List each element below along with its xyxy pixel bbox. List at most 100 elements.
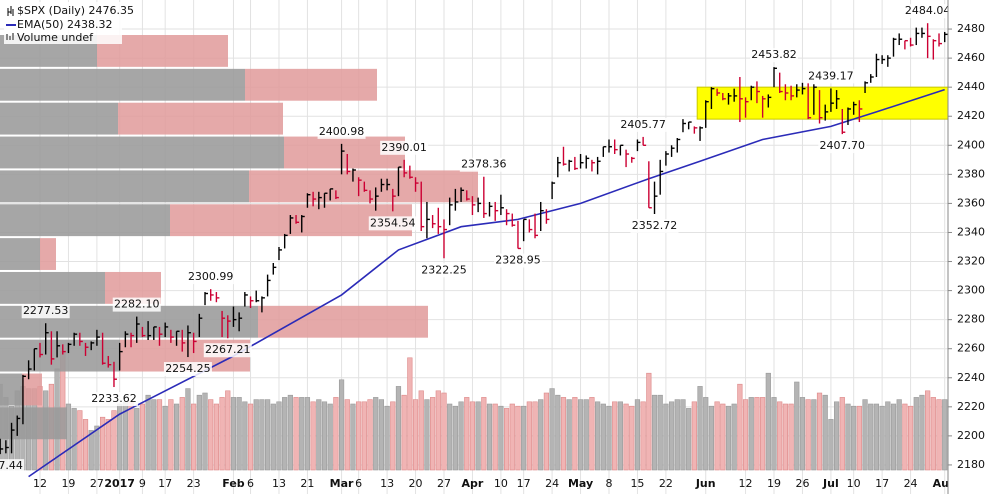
- volume-bar: [350, 403, 356, 471]
- volume-bar: [919, 394, 925, 471]
- volume-bar: [816, 392, 823, 471]
- volume-bar: [236, 397, 242, 471]
- x-tick-label: May: [568, 477, 593, 490]
- volume-bar: [691, 401, 697, 471]
- volume-bar: [595, 401, 601, 471]
- volume-bar: [384, 405, 390, 471]
- volume-bar: [737, 383, 743, 471]
- volume-bar: [168, 399, 174, 471]
- volume-bar: [230, 397, 237, 471]
- volume-bar: [890, 403, 897, 471]
- x-tick-label: 15: [630, 477, 644, 490]
- y-tick-label: 2320: [957, 255, 985, 268]
- volume-bar: [572, 397, 578, 471]
- volume-bar: [526, 401, 532, 471]
- volume-bar: [680, 399, 686, 471]
- volume-bar: [788, 403, 794, 471]
- y-tick-label: 2460: [957, 51, 985, 64]
- volume-bar: [401, 394, 407, 471]
- y-tick-label: 2300: [957, 284, 985, 297]
- volume-bar: [600, 403, 606, 471]
- volume-bar: [794, 381, 800, 471]
- y-tick-label: 2240: [957, 371, 985, 384]
- vbp-down: [118, 102, 283, 135]
- y-tick-label: 2280: [957, 313, 985, 326]
- volume-bar: [936, 399, 942, 471]
- vbp-up: [0, 102, 118, 135]
- x-tick-label: 22: [659, 477, 673, 490]
- volume-bar: [293, 397, 299, 471]
- volume-bar: [162, 405, 168, 471]
- legend-volume-icon: [6, 33, 14, 40]
- x-tick-label: 17: [158, 477, 172, 490]
- volume-bar: [822, 394, 828, 471]
- price-label-box: [630, 218, 679, 233]
- y-tick-label: 2260: [957, 342, 985, 355]
- price-label: 2378.36: [461, 158, 507, 171]
- price-label: 2390.01: [381, 141, 427, 154]
- price-label-box: [806, 69, 855, 84]
- legend: $SPX (Daily) 2476.35 EMA(50) 2438.32 Vol…: [4, 2, 134, 44]
- volume-bar: [583, 399, 589, 471]
- volume-bar: [538, 399, 544, 471]
- volume-bar: [765, 372, 771, 471]
- volume-bar: [543, 392, 550, 471]
- price-label: 2453.82: [751, 48, 797, 61]
- volume-bar: [828, 419, 834, 471]
- volume-bar: [105, 419, 111, 471]
- price-label-box: [89, 392, 138, 407]
- price-label-box: [619, 117, 668, 132]
- volume-bar: [185, 388, 191, 471]
- volume-bar: [82, 419, 89, 471]
- x-tick-label: 8: [606, 477, 613, 490]
- volume-bar: [481, 397, 487, 471]
- volume-bar: [634, 399, 641, 471]
- volume-bar: [503, 408, 510, 471]
- volume-bar: [509, 403, 515, 471]
- vbp-up: [0, 136, 284, 169]
- volume-bar: [612, 401, 618, 471]
- volume-bar: [708, 405, 715, 471]
- volume-bar: [373, 397, 379, 471]
- price-label: 2352.72: [632, 219, 678, 232]
- volume-bar: [247, 403, 254, 471]
- volume-bar: [833, 401, 840, 471]
- volume-bar: [913, 397, 919, 471]
- x-tick-label: 13: [272, 477, 286, 490]
- volume-bar: [310, 401, 316, 471]
- volume-bar: [555, 394, 561, 471]
- volume-bar: [287, 394, 293, 471]
- volume-bar: [202, 392, 208, 471]
- volume-bar: [549, 388, 555, 471]
- y-tick-label: 2400: [957, 138, 985, 151]
- volume-bar: [811, 399, 817, 471]
- volume-bar: [686, 408, 692, 471]
- price-label: 2277.53: [23, 304, 69, 317]
- x-tick-label: 20: [409, 477, 423, 490]
- volume-bar: [942, 399, 948, 471]
- volume-bar: [714, 401, 720, 471]
- volume-bar: [356, 401, 362, 471]
- x-tick-label: 24: [904, 477, 918, 490]
- volume-bar: [577, 399, 584, 471]
- volume-bar: [674, 399, 680, 471]
- price-label-box: [903, 4, 948, 19]
- vbp-up: [0, 238, 40, 270]
- x-tick-label: 23: [187, 477, 201, 490]
- volume-bar: [71, 408, 77, 471]
- volume-bar: [173, 403, 180, 471]
- volume-bar: [418, 390, 424, 471]
- price-label-box: [21, 304, 70, 319]
- volume-bar: [640, 401, 646, 471]
- legend-volume: Volume undef: [17, 31, 94, 44]
- volume-bar: [264, 399, 271, 471]
- volume-bar: [316, 399, 322, 471]
- vbp-up: [0, 271, 105, 304]
- volume-bar: [99, 416, 106, 471]
- vbp-up: [0, 68, 245, 101]
- volume-bar: [259, 399, 265, 471]
- volume-bar: [225, 390, 231, 471]
- x-tick-label: 27: [90, 477, 104, 490]
- volume-bar: [782, 403, 788, 471]
